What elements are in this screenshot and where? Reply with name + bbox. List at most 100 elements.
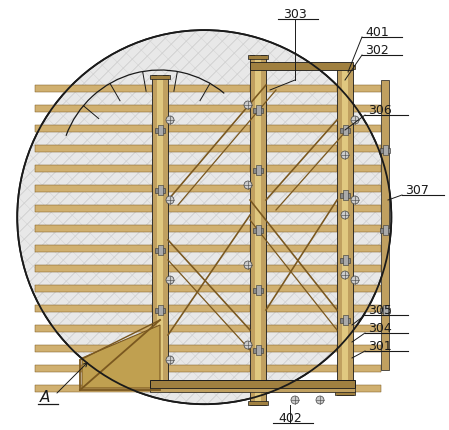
Bar [253,108,263,113]
Bar [150,75,170,79]
Bar [35,245,152,252]
Circle shape [341,151,349,159]
Circle shape [351,116,359,124]
Bar [253,348,263,353]
Circle shape [166,196,174,204]
Bar [248,55,268,59]
Circle shape [17,30,392,404]
Bar [335,65,355,69]
Bar [383,145,388,155]
Circle shape [351,196,359,204]
Bar [248,401,268,405]
Bar [168,305,250,312]
Bar [256,225,261,235]
Bar [255,55,261,405]
Bar [168,145,250,152]
Bar [35,385,152,392]
Text: 401: 401 [365,25,389,39]
Bar [353,385,381,392]
Circle shape [291,396,299,404]
Bar [35,345,152,352]
Bar [250,62,353,70]
Bar [340,128,350,133]
Bar [158,185,163,195]
Bar [266,345,337,352]
Bar [353,145,381,152]
Bar [250,55,266,405]
Bar [353,185,381,192]
Bar [340,318,350,323]
Bar [35,365,152,372]
Bar [35,265,152,272]
Bar [168,185,250,192]
Bar [353,225,381,232]
Bar [168,225,250,232]
Circle shape [166,276,174,284]
Bar [253,168,263,173]
Bar [158,125,163,135]
Text: 303: 303 [283,7,307,21]
Circle shape [341,271,349,279]
Bar [337,65,353,395]
Bar [343,125,348,135]
Bar [35,85,152,92]
Bar [381,80,389,370]
Bar [158,305,163,315]
Bar [383,305,388,315]
Bar [155,248,165,253]
Bar [266,265,337,272]
Bar [168,365,250,372]
Bar [168,245,250,252]
Bar [353,305,381,312]
Bar [256,345,261,355]
Bar [266,105,337,112]
Polygon shape [82,325,160,388]
Bar [383,225,388,235]
Bar [256,285,261,295]
Bar [168,125,250,132]
Bar [168,325,250,332]
Text: 304: 304 [368,322,392,335]
Bar [266,225,337,232]
Bar [380,308,390,313]
Bar [168,205,250,212]
Bar [342,65,348,395]
Bar [150,388,355,392]
Bar [35,105,152,112]
Bar [35,325,152,332]
Bar [266,165,337,172]
Bar [353,245,381,252]
Bar [157,75,163,385]
Bar [168,385,250,392]
Bar [155,308,165,313]
Circle shape [351,276,359,284]
Circle shape [166,116,174,124]
Text: 306: 306 [368,104,392,117]
Bar [266,205,337,212]
Text: A: A [40,390,50,405]
Bar [155,188,165,193]
Circle shape [244,341,252,349]
Circle shape [166,356,174,364]
Bar [35,185,152,192]
Bar [266,305,337,312]
Bar [266,145,337,152]
Bar [266,365,337,372]
Bar [266,85,337,92]
Text: 307: 307 [405,184,429,197]
Bar [353,85,381,92]
Bar [340,193,350,198]
Bar [256,105,261,115]
Bar [266,325,337,332]
Bar [266,185,337,192]
Bar [158,245,163,255]
Bar [266,285,337,292]
Bar [335,391,355,395]
Bar [256,165,261,175]
Bar [168,105,250,112]
Bar [380,148,390,153]
Circle shape [341,211,349,219]
Text: 402: 402 [278,412,302,424]
Bar [168,285,250,292]
Bar [353,165,381,172]
